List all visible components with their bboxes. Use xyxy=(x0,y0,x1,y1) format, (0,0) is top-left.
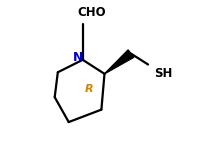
Text: N: N xyxy=(73,51,83,64)
Polygon shape xyxy=(104,50,134,74)
Text: CHO: CHO xyxy=(78,6,106,19)
Text: SH: SH xyxy=(154,67,173,80)
Text: R: R xyxy=(85,84,93,94)
